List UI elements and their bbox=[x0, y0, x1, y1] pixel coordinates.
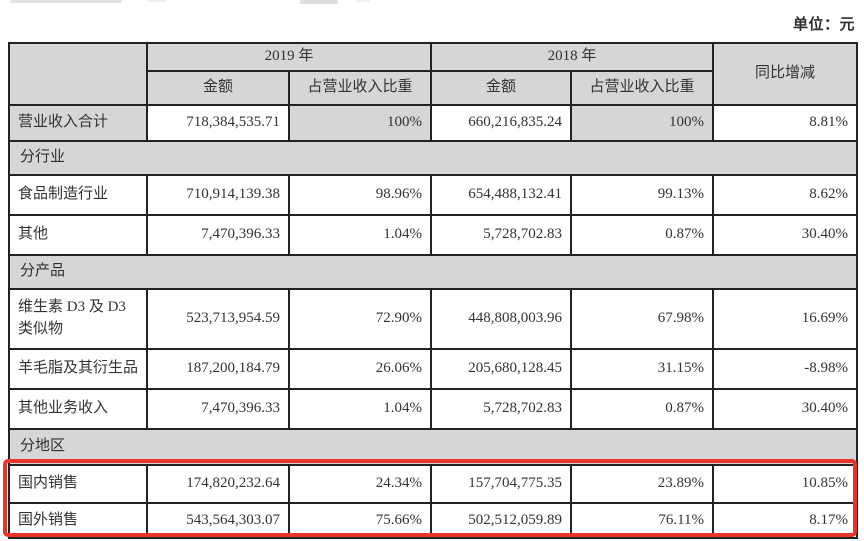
unit-label: 单位：元 bbox=[792, 17, 855, 33]
table-row-lanolin: 羊毛脂及其衍生品 187,200,184.79 26.06% 205,680,1… bbox=[8, 348, 859, 390]
amount-2018: 660,216,835.24 bbox=[430, 104, 573, 142]
header-2018: 2018 年 bbox=[430, 42, 715, 72]
pct-2019: 1.04% bbox=[287, 214, 433, 256]
yoy-value: 8.81% bbox=[712, 104, 859, 142]
cropped-text-fragment bbox=[300, 0, 338, 4]
amount-2018: 157,704,775.35 bbox=[430, 464, 573, 504]
header-yoy: 同比增减 bbox=[712, 42, 859, 106]
table-row-other-industry: 其他 7,470,396.33 1.04% 5,728,702.83 0.87%… bbox=[8, 214, 859, 256]
header-row-subcolumns: 金额 占营业收入比重 金额 占营业收入比重 bbox=[9, 70, 857, 106]
pct-2018: 23.89% bbox=[570, 464, 715, 504]
amount-2018: 448,808,003.96 bbox=[430, 288, 573, 350]
pct-2019: 98.96% bbox=[287, 174, 433, 216]
header-amount-2019: 金额 bbox=[146, 70, 290, 106]
amount-2019: 710,914,139.38 bbox=[146, 174, 290, 216]
row-label: 其他 bbox=[8, 214, 148, 256]
pct-2018: 100% bbox=[570, 104, 715, 142]
row-label: 维生素 D3 及 D3 类似物 bbox=[8, 288, 148, 350]
row-label: 国外销售 bbox=[8, 502, 148, 539]
pct-2018: 67.98% bbox=[570, 288, 715, 350]
amount-2019: 187,200,184.79 bbox=[146, 348, 290, 390]
pct-2019: 24.34% bbox=[287, 464, 433, 504]
row-label: 国内销售 bbox=[8, 464, 148, 504]
amount-2018: 205,680,128.45 bbox=[430, 348, 573, 390]
amount-2018: 5,728,702.83 bbox=[430, 388, 573, 430]
yoy-value: 8.62% bbox=[712, 174, 859, 216]
amount-2019: 543,564,303.07 bbox=[146, 502, 290, 539]
amount-2019: 174,820,232.64 bbox=[146, 464, 290, 504]
row-label: 营业收入合计 bbox=[8, 104, 148, 142]
section-row-product: 分产品 bbox=[7, 254, 859, 290]
pct-2019: 26.06% bbox=[287, 348, 433, 390]
pct-2019: 1.04% bbox=[287, 388, 433, 430]
amount-2018: 502,512,059.89 bbox=[430, 502, 573, 539]
table-row-other-business: 其他业务收入 7,470,396.33 1.04% 5,728,702.83 0… bbox=[8, 388, 859, 430]
pct-2018: 76.11% bbox=[570, 502, 715, 539]
header-2019: 2019 年 bbox=[145, 42, 433, 72]
row-label: 食品制造行业 bbox=[8, 174, 148, 216]
pct-2018: 0.87% bbox=[570, 388, 715, 430]
pct-2019: 75.66% bbox=[287, 502, 433, 539]
table-row-food: 食品制造行业 710,914,139.38 98.96% 654,488,132… bbox=[8, 174, 859, 216]
yoy-value: 30.40% bbox=[712, 214, 859, 256]
yoy-value: 8.17% bbox=[712, 502, 859, 539]
pct-2019: 100% bbox=[287, 104, 433, 142]
amount-2019: 523,713,954.59 bbox=[146, 288, 290, 350]
table-row-domestic: 国内销售 174,820,232.64 24.34% 157,704,775.3… bbox=[8, 464, 859, 504]
header-pct-2018: 占营业收入比重 bbox=[570, 70, 715, 106]
table-row-vitamin: 维生素 D3 及 D3 类似物 523,713,954.59 72.90% 44… bbox=[8, 288, 859, 350]
section-row-region: 分地区 bbox=[7, 428, 859, 466]
corner-cell bbox=[8, 42, 148, 106]
section-row-industry: 分行业 bbox=[7, 140, 859, 176]
row-label: 其他业务收入 bbox=[8, 388, 148, 430]
yoy-value: 30.40% bbox=[712, 388, 859, 430]
yoy-value: 16.69% bbox=[712, 288, 859, 350]
section-label: 分地区 bbox=[7, 428, 859, 466]
amount-2019: 7,470,396.33 bbox=[146, 214, 290, 256]
header-amount-2018: 金额 bbox=[430, 70, 573, 106]
pct-2019: 72.90% bbox=[287, 288, 433, 350]
yoy-value: -8.98% bbox=[712, 348, 859, 390]
amount-2018: 5,728,702.83 bbox=[430, 214, 573, 256]
amount-2018: 654,488,132.41 bbox=[430, 174, 573, 216]
table-row-total: 营业收入合计 718,384,535.71 100% 660,216,835.2… bbox=[8, 104, 859, 142]
row-label: 羊毛脂及其衍生品 bbox=[8, 348, 148, 390]
revenue-table: 2019 年 2018 年 同比增减 金额 占营业收入比重 金额 占营业收入比重… bbox=[7, 42, 859, 539]
cropped-text-fragment bbox=[148, 0, 166, 2]
header-pct-2019: 占营业收入比重 bbox=[287, 70, 433, 106]
amount-2019: 718,384,535.71 bbox=[146, 104, 290, 142]
yoy-value: 10.85% bbox=[712, 464, 859, 504]
table-row-overseas: 国外销售 543,564,303.07 75.66% 502,512,059.8… bbox=[8, 502, 859, 539]
cropped-text-fragment bbox=[356, 0, 370, 2]
header-row-years: 2019 年 2018 年 同比增减 bbox=[8, 42, 859, 106]
section-label: 分行业 bbox=[7, 140, 859, 176]
pct-2018: 0.87% bbox=[570, 214, 715, 256]
amount-2019: 7,470,396.33 bbox=[146, 388, 290, 430]
cropped-text-fragment bbox=[10, 0, 122, 3]
pct-2018: 99.13% bbox=[570, 174, 715, 216]
pct-2018: 31.15% bbox=[570, 348, 715, 390]
section-label: 分产品 bbox=[7, 254, 859, 290]
